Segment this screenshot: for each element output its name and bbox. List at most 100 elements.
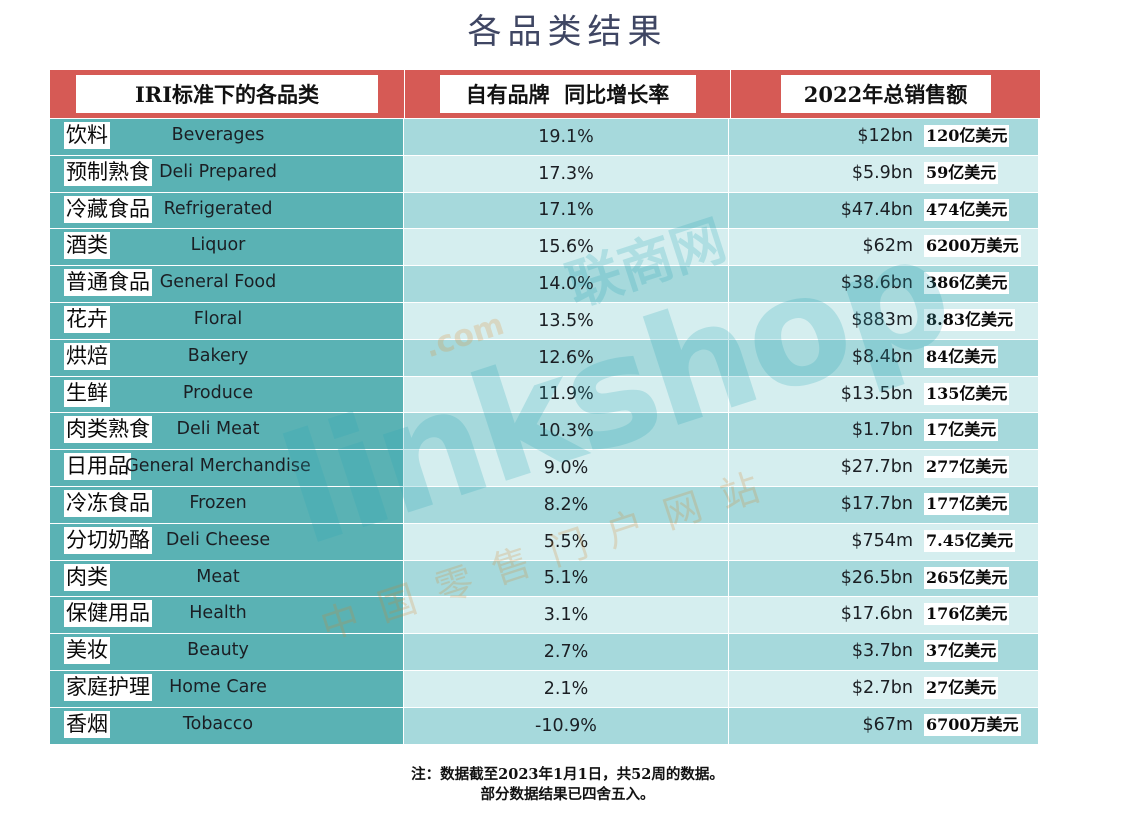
category-en: Deli Cheese (166, 530, 270, 550)
table-row: 预制熟食 Deli Prepared 17.3% $5.9bn 59亿美元 (50, 155, 1040, 192)
sales-usd: $754m (851, 531, 913, 551)
category-cell: 预制熟食 Deli Prepared (50, 156, 404, 192)
growth-cell: 12.6% (404, 340, 729, 376)
sales-usd: $12bn (857, 126, 913, 146)
category-cell: 保健用品 Health (50, 597, 404, 633)
sales-cell: $5.9bn 59亿美元 (729, 156, 1038, 192)
category-cell: 饮料 Beverages (50, 119, 404, 155)
category-cell: 生鲜 Produce (50, 377, 404, 413)
category-cell: 冷藏食品 Refrigerated (50, 193, 404, 229)
category-cell: 冷冻食品 Frozen (50, 487, 404, 523)
sales-cny: 7.45亿美元 (924, 530, 1015, 552)
sales-usd: $2.7bn (852, 678, 913, 698)
category-zh: 冷冻食品 (64, 490, 152, 517)
sales-cell: $38.6bn 386亿美元 (729, 266, 1038, 302)
growth-cell: 5.5% (404, 524, 729, 560)
category-en: Home Care (169, 677, 267, 697)
sales-cny: 6200万美元 (924, 235, 1021, 257)
table-row: 美妆 Beauty 2.7% $3.7bn 37亿美元 (50, 633, 1040, 670)
growth-cell: 17.1% (404, 193, 729, 229)
sales-usd: $27.7bn (841, 457, 913, 477)
sales-cny: 8.83亿美元 (924, 309, 1015, 331)
category-zh: 生鲜 (64, 380, 110, 407)
sales-usd: $13.5bn (841, 384, 913, 404)
header-category-cell: IRI标准下的各品类 (50, 70, 405, 118)
category-en: Bakery (188, 346, 249, 366)
growth-cell: 9.0% (404, 450, 729, 486)
table-row: 肉类熟食 Deli Meat 10.3% $1.7bn 17亿美元 (50, 412, 1040, 449)
growth-cell: 13.5% (404, 303, 729, 339)
category-en: Deli Prepared (159, 162, 277, 182)
category-cell: 分切奶酪 Deli Cheese (50, 524, 404, 560)
sales-cny: 386亿美元 (924, 272, 1009, 294)
sales-cell: $26.5bn 265亿美元 (729, 561, 1038, 597)
category-en: Meat (196, 567, 239, 587)
sales-cell: $17.7bn 177亿美元 (729, 487, 1038, 523)
category-en: Produce (183, 383, 253, 403)
growth-cell: 19.1% (404, 119, 729, 155)
sales-cell: $62m 6200万美元 (729, 229, 1038, 265)
sales-usd: $1.7bn (852, 420, 913, 440)
category-en: Tobacco (183, 714, 253, 734)
category-cell: 日用品 General Merchandise (50, 450, 404, 486)
table-row: 分切奶酪 Deli Cheese 5.5% $754m 7.45亿美元 (50, 523, 1040, 560)
category-en: Liquor (191, 235, 246, 255)
category-zh: 美妆 (64, 637, 110, 664)
table-header: IRI标准下的各品类 自有品牌 同比增长率 2022年总销售额 (50, 70, 1040, 118)
sales-cell: $754m 7.45亿美元 (729, 524, 1038, 560)
category-en: General Food (160, 272, 277, 292)
sales-cny: 474亿美元 (924, 199, 1009, 221)
growth-cell: 3.1% (404, 597, 729, 633)
sales-cny: 277亿美元 (924, 456, 1009, 478)
sales-usd: $47.4bn (841, 200, 913, 220)
sales-cell: $12bn 120亿美元 (729, 119, 1038, 155)
table-row: 家庭护理 Home Care 2.1% $2.7bn 27亿美元 (50, 670, 1040, 707)
table-row: 日用品 General Merchandise 9.0% $27.7bn 277亿美元 (50, 449, 1040, 486)
table-row: 肉类 Meat 5.1% $26.5bn 265亿美元 (50, 560, 1040, 597)
category-cell: 香烟 Tobacco (50, 708, 404, 744)
category-zh: 冷藏食品 (64, 196, 152, 223)
table-row: 烘焙 Bakery 12.6% $8.4bn 84亿美元 (50, 339, 1040, 376)
category-cell: 肉类熟食 Deli Meat (50, 413, 404, 449)
table-row: 花卉 Floral 13.5% $883m 8.83亿美元 (50, 302, 1040, 339)
category-zh: 肉类 (64, 564, 110, 591)
sales-usd: $38.6bn (841, 273, 913, 293)
sales-usd: $5.9bn (852, 163, 913, 183)
category-zh: 日用品 (64, 453, 131, 480)
category-zh: 预制熟食 (64, 159, 152, 186)
sales-usd: $67m (863, 715, 913, 735)
sales-cny: 265亿美元 (924, 567, 1009, 589)
category-zh: 酒类 (64, 232, 110, 259)
header-growth-cell: 自有品牌 同比增长率 (405, 70, 731, 118)
sales-cny: 17亿美元 (924, 419, 998, 441)
sales-usd: $8.4bn (852, 347, 913, 367)
category-en: Health (189, 603, 246, 623)
table-row: 生鲜 Produce 11.9% $13.5bn 135亿美元 (50, 376, 1040, 413)
sales-usd: $26.5bn (841, 568, 913, 588)
category-en: Floral (194, 309, 242, 329)
sales-cell: $67m 6700万美元 (729, 708, 1038, 744)
table-row: 冷冻食品 Frozen 8.2% $17.7bn 177亿美元 (50, 486, 1040, 523)
growth-cell: -10.9% (404, 708, 729, 744)
growth-cell: 10.3% (404, 413, 729, 449)
category-cell: 家庭护理 Home Care (50, 671, 404, 707)
header-growth: 自有品牌 同比增长率 (440, 75, 696, 113)
category-zh: 分切奶酪 (64, 527, 152, 554)
growth-cell: 8.2% (404, 487, 729, 523)
category-cell: 酒类 Liquor (50, 229, 404, 265)
sales-cny: 59亿美元 (924, 162, 998, 184)
table-body: 饮料 Beverages 19.1% $12bn 120亿美元预制熟食 Deli Prep… (50, 118, 1040, 744)
category-en: Refrigerated (164, 199, 273, 219)
category-zh: 肉类熟食 (64, 416, 152, 443)
sales-cell: $27.7bn 277亿美元 (729, 450, 1038, 486)
category-zh: 家庭护理 (64, 674, 152, 701)
category-en: Beverages (172, 125, 265, 145)
category-en: Deli Meat (177, 419, 260, 439)
sales-cell: $883m 8.83亿美元 (729, 303, 1038, 339)
category-cell: 美妆 Beauty (50, 634, 404, 670)
sales-usd: $62m (863, 236, 913, 256)
header-category: IRI标准下的各品类 (76, 75, 378, 113)
growth-cell: 17.3% (404, 156, 729, 192)
table-row: 保健用品 Health 3.1% $17.6bn 176亿美元 (50, 596, 1040, 633)
sales-usd: $883m (851, 310, 913, 330)
